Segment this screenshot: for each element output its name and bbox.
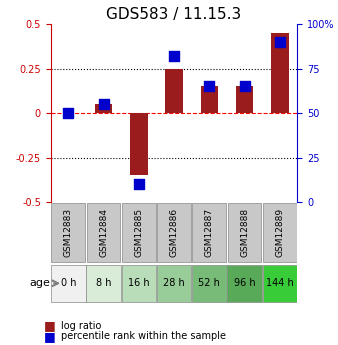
Text: GSM12886: GSM12886 — [170, 208, 178, 257]
Text: GSM12889: GSM12889 — [275, 208, 284, 257]
FancyBboxPatch shape — [192, 203, 226, 262]
FancyBboxPatch shape — [51, 265, 86, 302]
Bar — [130, 113, 148, 175]
Text: GSM12883: GSM12883 — [64, 208, 73, 257]
Bar — [200, 86, 218, 113]
FancyBboxPatch shape — [87, 203, 120, 262]
Bar — [95, 104, 112, 113]
Point — [101, 101, 106, 107]
FancyBboxPatch shape — [227, 265, 262, 302]
Point — [66, 110, 71, 116]
FancyBboxPatch shape — [157, 203, 191, 262]
Text: percentile rank within the sample: percentile rank within the sample — [61, 332, 226, 341]
Text: GSM12884: GSM12884 — [99, 208, 108, 257]
Point — [242, 83, 247, 89]
Text: GSM12887: GSM12887 — [205, 208, 214, 257]
Bar — [271, 33, 289, 113]
Point — [277, 39, 283, 45]
Text: 8 h: 8 h — [96, 278, 111, 288]
Text: GSM12888: GSM12888 — [240, 208, 249, 257]
FancyBboxPatch shape — [51, 203, 85, 262]
Bar — [236, 86, 254, 113]
Bar — [165, 69, 183, 113]
Point — [207, 83, 212, 89]
FancyBboxPatch shape — [157, 265, 191, 302]
Text: 96 h: 96 h — [234, 278, 256, 288]
Text: age: age — [30, 278, 51, 288]
Text: ■: ■ — [44, 319, 56, 333]
FancyBboxPatch shape — [86, 265, 121, 302]
FancyBboxPatch shape — [263, 203, 297, 262]
Text: 16 h: 16 h — [128, 278, 150, 288]
FancyBboxPatch shape — [122, 203, 156, 262]
Point — [171, 53, 177, 59]
Text: log ratio: log ratio — [61, 321, 101, 331]
Text: ■: ■ — [44, 330, 56, 343]
FancyBboxPatch shape — [228, 203, 262, 262]
Text: 52 h: 52 h — [198, 278, 220, 288]
Title: GDS583 / 11.15.3: GDS583 / 11.15.3 — [106, 7, 242, 22]
Text: 0 h: 0 h — [61, 278, 76, 288]
Text: GSM12885: GSM12885 — [134, 208, 143, 257]
Text: 28 h: 28 h — [163, 278, 185, 288]
FancyBboxPatch shape — [263, 265, 297, 302]
Text: 144 h: 144 h — [266, 278, 294, 288]
Point — [136, 181, 142, 187]
FancyBboxPatch shape — [192, 265, 226, 302]
FancyBboxPatch shape — [122, 265, 156, 302]
